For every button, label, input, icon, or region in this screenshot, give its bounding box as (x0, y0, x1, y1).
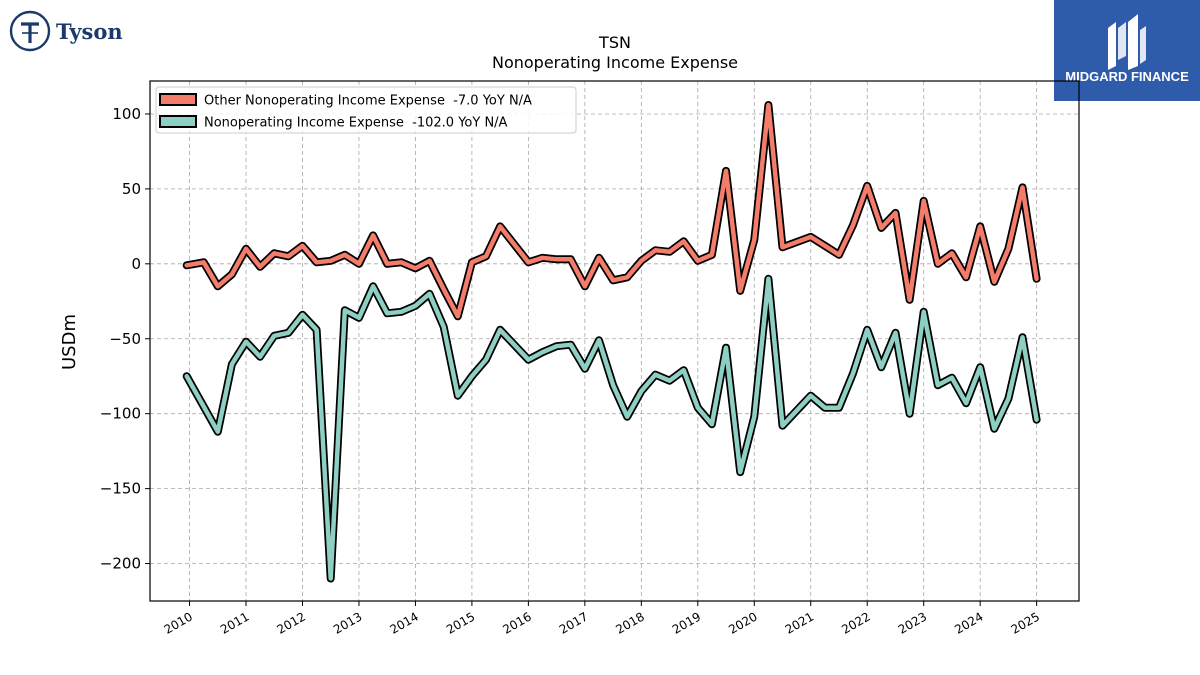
x-tick-label: 2020 (726, 609, 759, 636)
series-outline-1 (182, 274, 1041, 583)
y-axis: 100 50 0 −50 −100 −150 −200 (100, 105, 150, 573)
tyson-logo: Tyson (8, 8, 138, 54)
midgard-wordmark: MIDGARD FINANCE (1065, 69, 1189, 84)
y-tick-label: 0 (131, 255, 141, 273)
y-tick-label: −100 (100, 405, 141, 423)
tyson-wordmark: Tyson (56, 19, 123, 44)
legend-swatch-other (159, 93, 197, 106)
legend-swatch-nonop (159, 115, 197, 128)
legend-label-other: Other Nonoperating Income Expense -7.0 Y… (204, 94, 532, 109)
tyson-emblem-icon (9, 10, 51, 52)
y-tick-label: −150 (100, 480, 141, 498)
grid-lines (150, 81, 1079, 601)
series-line-1 (184, 276, 1039, 581)
x-tick-label: 2019 (670, 609, 703, 636)
x-tick-label: 2025 (1009, 609, 1042, 636)
y-axis-label: USDm (59, 314, 80, 370)
y-tick-label: −50 (109, 330, 141, 348)
x-tick-label: 2018 (613, 609, 646, 636)
x-tick-label: 2021 (783, 609, 816, 636)
x-tick-label: 2023 (896, 609, 929, 636)
midgard-emblem-icon (1108, 14, 1146, 70)
plot-frame (149, 80, 1080, 602)
legend-label-nonop: Nonoperating Income Expense -102.0 YoY N… (204, 116, 508, 131)
x-tick-label: 2024 (952, 609, 985, 636)
x-tick-label: 2016 (500, 609, 533, 636)
x-tick-label: 2017 (557, 609, 590, 636)
y-tick-label: 100 (112, 105, 141, 123)
x-tick-label: 2015 (444, 609, 477, 636)
y-tick-label: −200 (100, 555, 141, 573)
legend-box (155, 86, 577, 134)
series-line-0 (184, 102, 1039, 319)
chart-title: TSN (598, 33, 631, 52)
legend: Other Nonoperating Income Expense -7.0 Y… (155, 86, 577, 134)
midgard-finance-logo: MIDGARD FINANCE (1054, 0, 1200, 101)
x-tick-label: 2014 (387, 609, 420, 636)
x-tick-label: 2012 (275, 609, 308, 636)
x-tick-label: 2010 (162, 609, 195, 636)
x-tick-label: 2013 (331, 609, 364, 636)
plot-series (182, 101, 1041, 583)
y-tick-label: 50 (122, 180, 141, 198)
x-tick-label: 2011 (218, 609, 251, 636)
chart-subtitle: Nonoperating Income Expense (492, 53, 738, 72)
x-tick-label: 2022 (839, 609, 872, 636)
x-axis: 2010 2011 2012 2013 2014 2015 2016 2017 2018 2019… (162, 601, 1042, 637)
